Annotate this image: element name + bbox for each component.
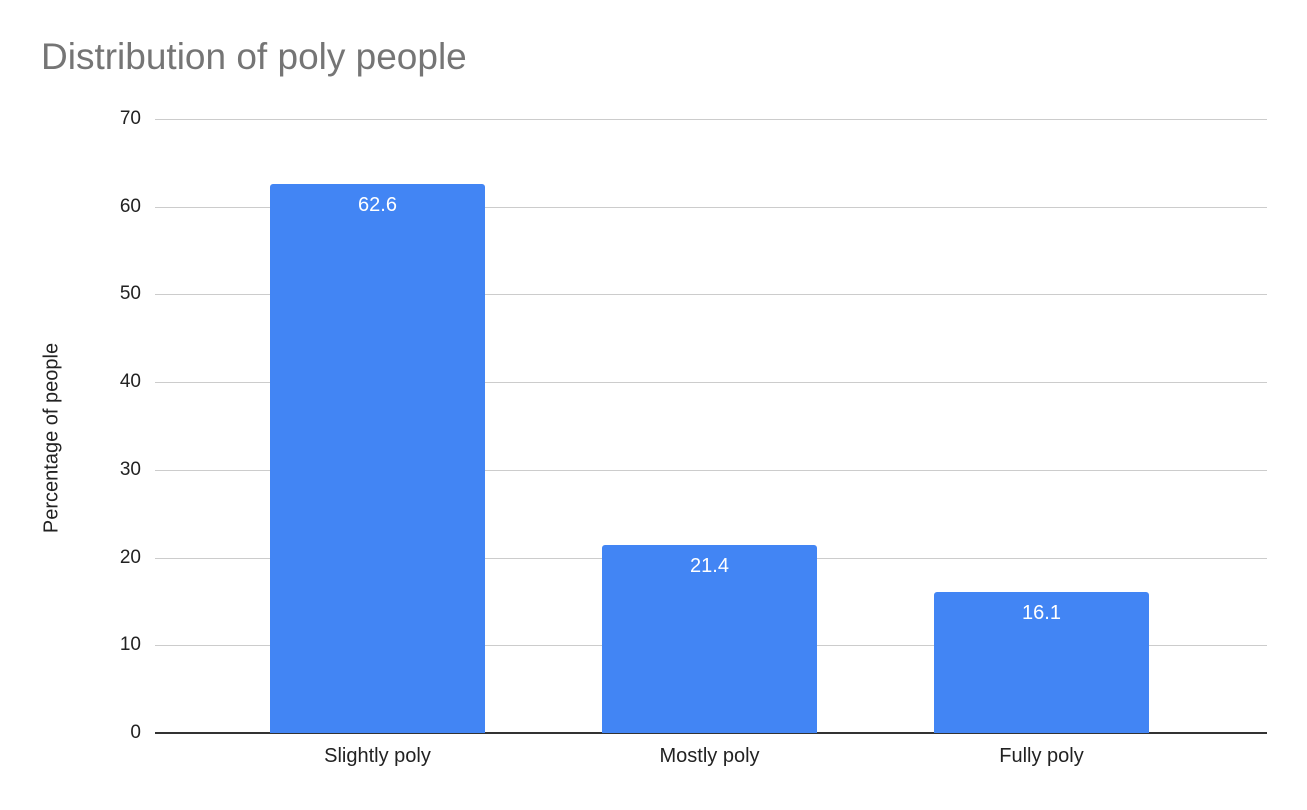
bar-data-label: 21.4	[690, 555, 729, 578]
chart-title: Distribution of poly people	[41, 36, 467, 77]
x-tick-label: Fully poly	[999, 745, 1084, 767]
y-tick-label: 50	[119, 283, 141, 305]
x-tick-label: Slightly poly	[324, 745, 431, 767]
bar[interactable]: 62.6	[270, 183, 485, 733]
gridline	[155, 206, 1267, 208]
y-tick-label: 0	[130, 722, 141, 743]
bar[interactable]: 21.4	[602, 545, 817, 733]
y-tick-label: 30	[119, 458, 141, 480]
y-tick-label: 10	[119, 634, 141, 656]
bar-data-label: 16.1	[1022, 601, 1061, 624]
bar[interactable]: 16.1	[934, 591, 1149, 733]
y-axis-label: Percentage of people	[40, 342, 63, 534]
bar-data-label: 62.6	[358, 193, 397, 216]
gridline	[155, 119, 1267, 120]
y-tick-label: 40	[119, 371, 141, 393]
y-tick-label: 20	[119, 546, 141, 568]
y-tick-label: 70	[119, 108, 141, 129]
gridline	[155, 294, 1267, 296]
gridline	[155, 382, 1267, 384]
y-tick-label: 60	[119, 195, 141, 217]
plot-area: 62.6 21.4 16.1	[155, 119, 1267, 734]
x-axis-baseline	[155, 732, 1267, 734]
gridline	[155, 469, 1267, 471]
x-tick-label: Mostly poly	[659, 745, 760, 767]
